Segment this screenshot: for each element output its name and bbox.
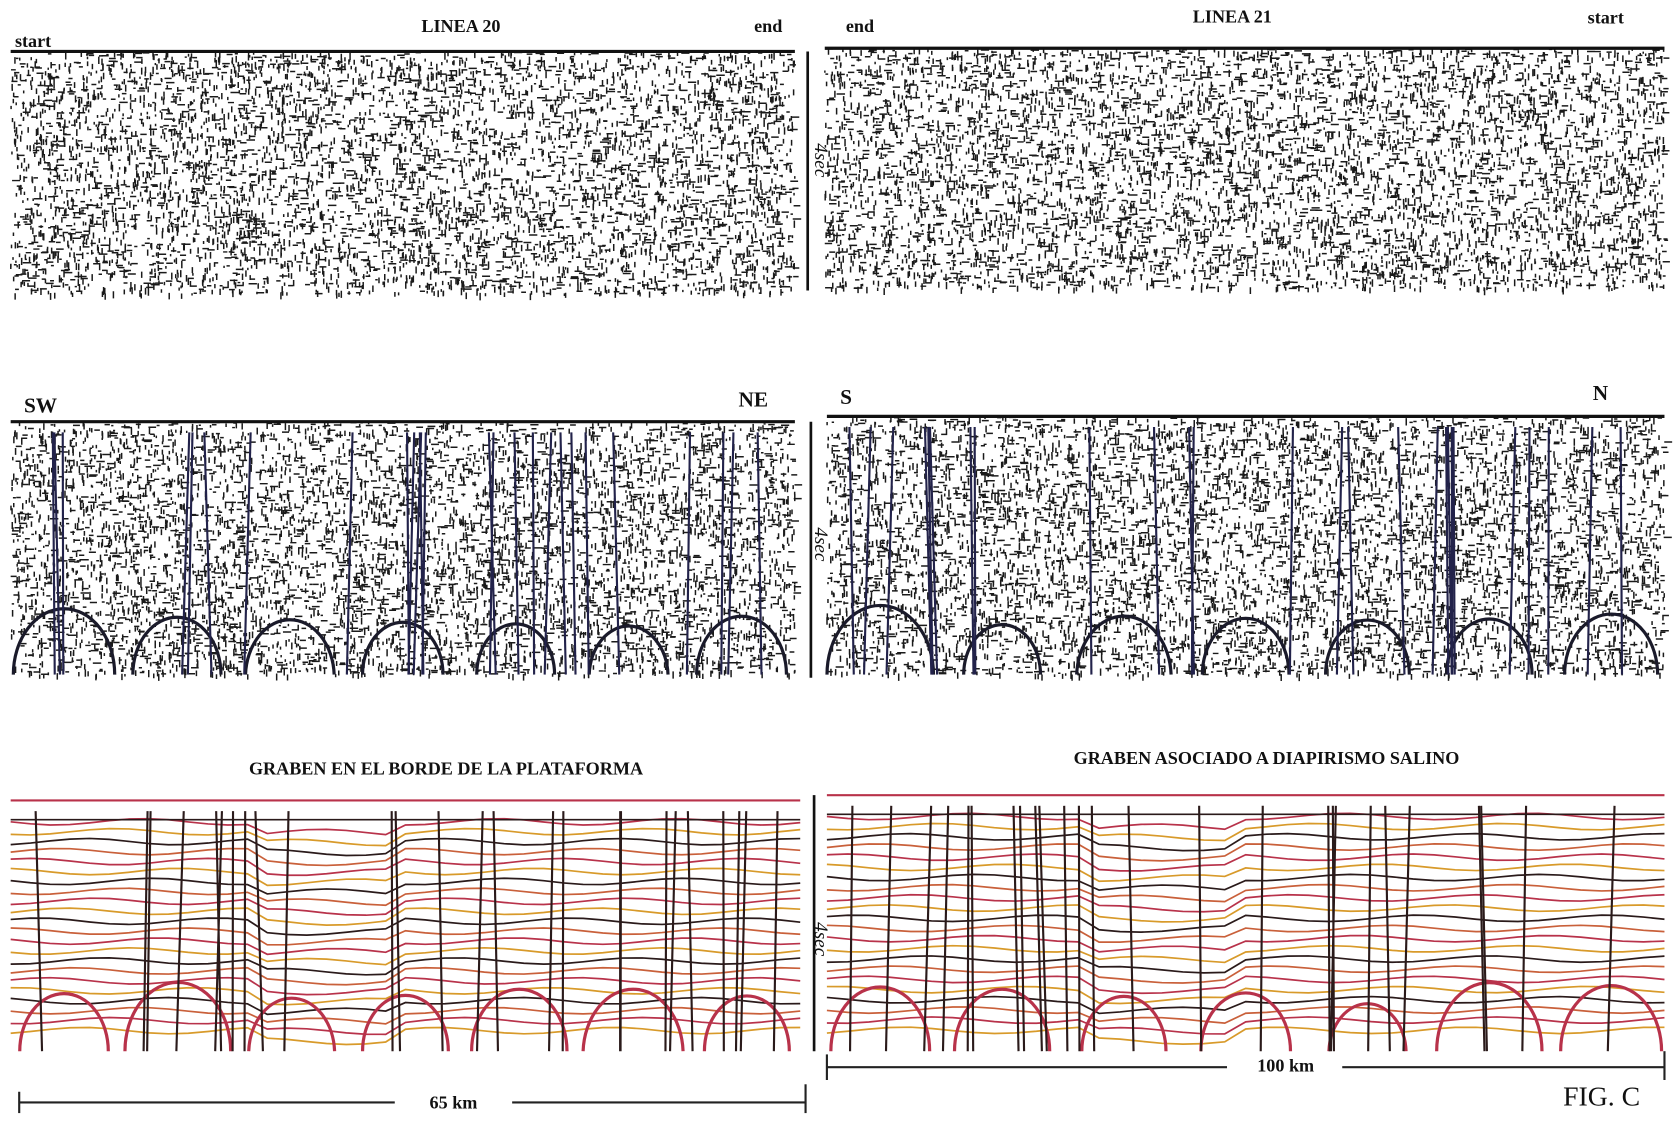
seismic-sections bbox=[11, 48, 1672, 1051]
end-label: end bbox=[846, 16, 874, 36]
horizon bbox=[827, 936, 1665, 952]
section-title: LINEA 21 bbox=[1193, 7, 1272, 27]
time-scale-label: 4sec bbox=[810, 143, 831, 178]
direction-label: NE bbox=[738, 387, 768, 411]
horizon bbox=[827, 874, 1665, 890]
horizon bbox=[11, 968, 801, 985]
direction-label: S bbox=[840, 385, 852, 409]
scale-bar bbox=[19, 1084, 805, 1113]
horizon bbox=[11, 928, 801, 945]
time-scale-label: 4sec bbox=[810, 527, 831, 562]
diapir-outline bbox=[13, 609, 786, 675]
horizon bbox=[11, 819, 801, 835]
end-label: end bbox=[754, 16, 782, 36]
horizon bbox=[11, 838, 801, 855]
figure-label: FIG. C bbox=[1563, 1082, 1640, 1113]
horizon bbox=[827, 834, 1665, 851]
section-title: LINEA 20 bbox=[421, 16, 500, 36]
horizon bbox=[827, 1007, 1665, 1023]
horizon bbox=[827, 997, 1665, 1014]
horizon bbox=[11, 998, 801, 1015]
figure: start LINEA 20 end end LINEA 21 start 4s… bbox=[0, 0, 1673, 1124]
diapir-outline bbox=[827, 605, 1658, 674]
horizon bbox=[827, 905, 1665, 922]
horizon bbox=[11, 938, 801, 954]
scale-bar bbox=[827, 1051, 1665, 1080]
direction-label: SW bbox=[24, 394, 57, 418]
horizon bbox=[827, 966, 1665, 983]
page: {"panels": { "top": {"left": {"title": "… bbox=[0, 0, 1673, 1124]
start-label: start bbox=[15, 31, 51, 51]
horizon bbox=[11, 978, 801, 995]
horizon bbox=[827, 925, 1665, 942]
seismic-texture bbox=[11, 51, 801, 300]
section-title: GRABEN ASOCIADO A DIAPIRISMO SALINO bbox=[1074, 748, 1460, 768]
seismic-texture bbox=[825, 48, 1670, 295]
time-scale-label: 4sec bbox=[810, 922, 831, 957]
horizon bbox=[11, 868, 801, 885]
scale-bar-label: 65 km bbox=[430, 1093, 478, 1113]
horizon bbox=[827, 813, 1665, 829]
scale-bar-label: 100 km bbox=[1257, 1055, 1314, 1075]
start-label: start bbox=[1588, 8, 1624, 28]
section-title: GRABEN EN EL BORDE DE LA PLATAFORMA bbox=[249, 759, 643, 779]
horizon bbox=[827, 976, 1665, 993]
horizon bbox=[11, 878, 801, 894]
diapir-outline bbox=[831, 983, 1662, 1052]
seismic-texture bbox=[827, 416, 1672, 681]
direction-label: N bbox=[1593, 381, 1609, 405]
horizon bbox=[827, 864, 1665, 881]
